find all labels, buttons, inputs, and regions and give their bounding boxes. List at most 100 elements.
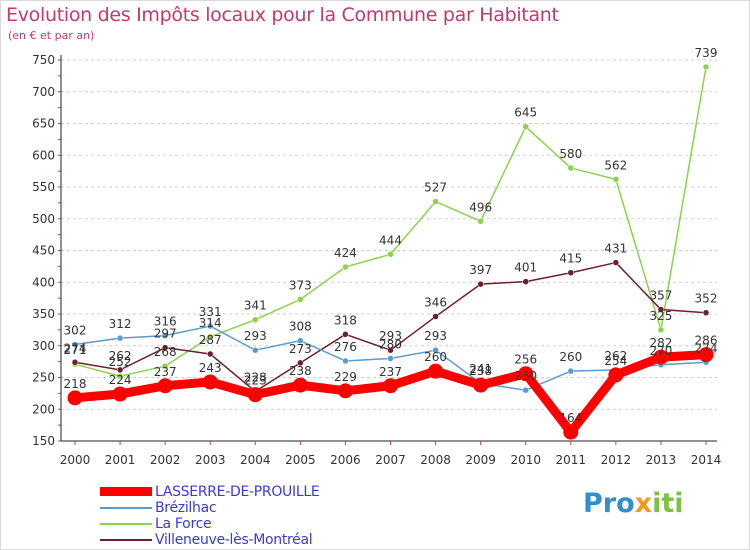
data-point-villeneuve-l-s-montr-al-2007	[387, 346, 394, 354]
data-label-br-zilhac-2008: 293	[424, 329, 447, 343]
data-label-lasserre-de-prouille-2001: 224	[109, 373, 132, 387]
x-tick-label-2010: 2010	[510, 453, 541, 467]
data-point-br-zilhac-2002	[161, 332, 169, 339]
data-label-br-zilhac-2001: 312	[109, 317, 132, 331]
data-label-la-force-2008: 527	[424, 181, 447, 195]
data-label-lasserre-de-prouille-2013: 282	[649, 336, 672, 350]
data-label-villeneuve-l-s-montr-al-2012: 431	[604, 242, 627, 256]
x-tick-label-2005: 2005	[285, 453, 316, 467]
data-point-la-force-2003	[206, 333, 214, 341]
data-point-lasserre-de-prouille-2012	[608, 367, 624, 383]
data-label-br-zilhac-2012: 262	[604, 349, 627, 363]
data-label-br-zilhac-2014: 274	[695, 341, 718, 355]
data-point-br-zilhac-2004	[252, 346, 259, 354]
data-label-lasserre-de-prouille-2009: 238	[469, 364, 492, 378]
data-point-villeneuve-l-s-montr-al-2000	[71, 359, 79, 366]
data-point-la-force-2009	[477, 218, 484, 225]
data-label-lasserre-de-prouille-2000: 218	[64, 377, 87, 391]
data-label-villeneuve-l-s-montr-al-2004: 228	[244, 370, 267, 384]
data-label-villeneuve-l-s-montr-al-2011: 415	[559, 252, 582, 266]
y-tick-label-300: 300	[32, 339, 55, 353]
data-label-br-zilhac-2007: 280	[379, 337, 402, 351]
data-label-lasserre-de-prouille-2004: 223	[244, 374, 267, 388]
data-point-la-force-2006	[342, 263, 349, 271]
data-point-br-zilhac-2010	[522, 386, 529, 394]
legend-label-villeneuve: Villeneuve-lès-Montréal	[155, 532, 313, 548]
legend-label-la-force: La Force	[155, 516, 212, 532]
y-tick-label-200: 200	[32, 402, 55, 416]
data-label-br-zilhac-2000: 302	[64, 323, 87, 337]
data-label-villeneuve-l-s-montr-al-2003: 287	[199, 333, 222, 347]
data-label-villeneuve-l-s-montr-al-2009: 397	[469, 263, 492, 277]
data-point-br-zilhac-2006	[342, 357, 349, 365]
data-label-villeneuve-l-s-montr-al-2000: 274	[64, 341, 87, 355]
data-point-villeneuve-l-s-montr-al-2006	[342, 331, 349, 338]
data-point-br-zilhac-2001	[116, 334, 124, 342]
data-point-lasserre-de-prouille-2006	[337, 383, 353, 399]
data-point-lasserre-de-prouille-2014	[698, 347, 714, 363]
y-tick-label-750: 750	[32, 53, 55, 67]
data-point-villeneuve-l-s-montr-al-2001	[116, 366, 124, 374]
data-point-la-force-2008	[432, 198, 439, 205]
x-tick-label-2004: 2004	[240, 453, 271, 467]
data-label-br-zilhac-2009: 241	[469, 362, 492, 376]
data-label-villeneuve-l-s-montr-al-2010: 401	[514, 261, 537, 275]
logo-part-pro: Pro	[583, 488, 635, 519]
y-tick-label-150: 150	[32, 434, 55, 448]
data-point-la-force-2013	[657, 326, 665, 334]
data-point-la-force-2014	[702, 63, 710, 71]
data-point-br-zilhac-2005	[297, 337, 304, 344]
data-label-br-zilhac-2003: 331	[199, 305, 222, 319]
x-tick-label-2000: 2000	[60, 453, 91, 467]
data-point-la-force-2004	[252, 316, 259, 323]
data-label-lasserre-de-prouille-2011: 164	[559, 411, 582, 425]
data-label-villeneuve-l-s-montr-al-2002: 297	[154, 327, 177, 341]
data-label-la-force-2006: 424	[334, 246, 357, 260]
data-label-la-force-2010: 645	[514, 106, 537, 120]
data-point-lasserre-de-prouille-2003	[202, 374, 218, 390]
data-label-br-zilhac-2010: 230	[514, 369, 537, 383]
data-point-villeneuve-l-s-montr-al-2003	[206, 350, 214, 358]
logo-part-iti: iti	[652, 488, 684, 519]
data-label-la-force-2003: 314	[199, 316, 222, 330]
data-point-la-force-2012	[612, 176, 620, 183]
data-point-la-force-2002	[161, 362, 169, 370]
x-tick-label-2013: 2013	[646, 453, 677, 467]
data-label-la-force-2009: 496	[469, 200, 492, 214]
data-point-villeneuve-l-s-montr-al-2010	[522, 278, 529, 285]
data-label-br-zilhac-2006: 276	[334, 340, 357, 354]
y-tick-label-700: 700	[32, 85, 55, 99]
data-point-lasserre-de-prouille-2011	[563, 424, 579, 440]
x-tick-label-2006: 2006	[330, 453, 361, 467]
data-label-la-force-2005: 373	[289, 278, 312, 292]
data-label-villeneuve-l-s-montr-al-2008: 346	[424, 296, 447, 310]
data-point-lasserre-de-prouille-2013	[653, 349, 669, 365]
legend-swatch-lasserre	[100, 487, 152, 496]
y-tick-label-400: 400	[32, 275, 55, 289]
proxiti-logo: Proxiti	[583, 488, 684, 519]
x-tick-label-2012: 2012	[601, 453, 632, 467]
x-tick-label-2002: 2002	[150, 453, 181, 467]
data-label-la-force-2013: 325	[649, 309, 672, 323]
data-label-lasserre-de-prouille-2002: 237	[154, 365, 177, 379]
data-label-la-force-2004: 341	[244, 299, 267, 313]
data-label-br-zilhac-2002: 316	[154, 315, 177, 329]
data-label-la-force-2002: 268	[154, 345, 177, 359]
legend-label-brezilhac: Brézilhac	[155, 500, 217, 516]
x-tick-label-2009: 2009	[465, 453, 496, 467]
data-label-villeneuve-l-s-montr-al-2014: 352	[695, 292, 718, 306]
data-label-villeneuve-l-s-montr-al-2013: 357	[649, 289, 672, 303]
data-point-villeneuve-l-s-montr-al-2009	[477, 280, 484, 288]
data-label-la-force-2011: 580	[559, 147, 582, 161]
y-tick-label-600: 600	[32, 148, 55, 162]
chart-subtitle: (en € et par an)	[8, 29, 95, 42]
x-tick-label-2014: 2014	[691, 453, 722, 467]
data-label-la-force-2007: 444	[379, 233, 402, 247]
data-label-br-zilhac-2011: 260	[559, 350, 582, 364]
data-point-br-zilhac-2003	[206, 322, 214, 330]
data-point-villeneuve-l-s-montr-al-2011	[567, 269, 575, 276]
data-point-br-zilhac-2007	[387, 355, 394, 362]
data-point-lasserre-de-prouille-2010	[518, 366, 534, 382]
data-point-la-force-2010	[522, 123, 529, 130]
x-tick-label-2011: 2011	[556, 453, 587, 467]
